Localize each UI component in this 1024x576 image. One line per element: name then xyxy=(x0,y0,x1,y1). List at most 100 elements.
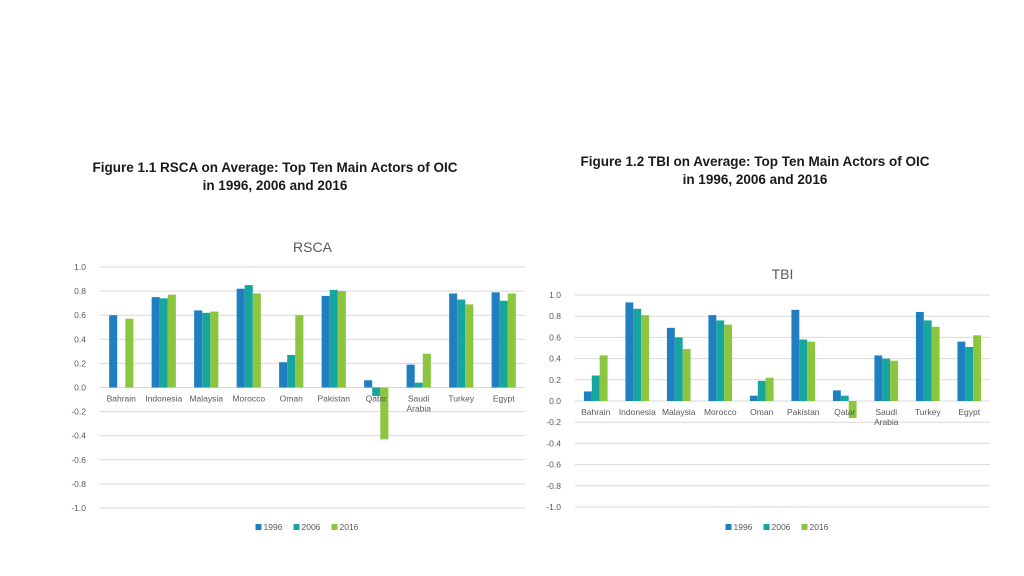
rsca-category-label: Pakistan xyxy=(317,394,350,404)
rsca-y-tick-label: 0.6 xyxy=(74,310,86,320)
tbi-bar-2006 xyxy=(591,375,600,401)
tbi-category-label: Turkey xyxy=(915,407,941,417)
rsca-bar-1996 xyxy=(194,310,203,388)
rsca-bar-1996 xyxy=(449,293,458,388)
rsca-chart-title: RSCA xyxy=(293,239,333,255)
tbi-chart: TBI 1.0 0.8 0.6 0.4 0.2 0.0 -0.2 -0.4 -0.6 -0.8 -1.… xyxy=(546,266,990,532)
tbi-bar-2016 xyxy=(848,401,857,418)
rsca-legend-swatch-2006 xyxy=(293,524,300,530)
tbi-y-tick-label: 0.0 xyxy=(549,396,561,406)
tbi-bar-1996 xyxy=(708,315,717,401)
rsca-bar-2006 xyxy=(244,285,253,388)
rsca-y-tick-label: 1.0 xyxy=(74,262,86,272)
tbi-bar-1996 xyxy=(625,302,634,401)
rsca-legend-label-2006: 2006 xyxy=(302,522,321,532)
tbi-bar-1996 xyxy=(915,311,924,401)
tbi-category-label: Pakistan xyxy=(787,407,820,417)
rsca-chart: RSCA 1.0 0.8 0.6 0.4 0.2 0.0 -0.2 -0.4 -0.6 -0.8 -1… xyxy=(71,239,525,532)
tbi-bar-2016 xyxy=(765,377,774,401)
rsca-bar-2006 xyxy=(202,312,211,388)
rsca-y-tick-label: 0.2 xyxy=(74,358,86,368)
tbi-bar-2016 xyxy=(599,355,608,401)
tbi-bar-2006 xyxy=(923,320,932,401)
rsca-category-label: Bahrain xyxy=(107,394,137,404)
tbi-bar-1996 xyxy=(957,341,966,401)
tbi-category-label: Oman xyxy=(750,407,773,417)
rsca-category-label: Egypt xyxy=(493,394,515,404)
rsca-legend-swatch-1996 xyxy=(255,524,262,530)
rsca-category-label: Morocco xyxy=(232,394,265,404)
tbi-bar-2016 xyxy=(682,349,691,401)
rsca-bar-1996 xyxy=(491,292,500,388)
rsca-bar-2006 xyxy=(329,289,338,388)
figure-1-1-title: Figure 1.1 RSCA on Average: Top Ten Main… xyxy=(60,159,490,195)
rsca-bar-2016 xyxy=(295,315,304,388)
rsca-category-label: Indonesia xyxy=(145,394,182,404)
tbi-bar-2016 xyxy=(724,324,733,401)
tbi-bar-1996 xyxy=(832,390,841,401)
rsca-y-tick-label: 0.0 xyxy=(74,383,86,393)
rsca-bar-2016 xyxy=(380,387,389,440)
rsca-category-label: Arabia xyxy=(406,404,431,414)
tbi-bar-2006 xyxy=(674,337,683,401)
figure-1-1-title-line2: in 1996, 2006 and 2016 xyxy=(202,178,348,193)
tbi-legend-label-2016: 2016 xyxy=(810,522,829,532)
rsca-category-label: Qatar xyxy=(366,394,387,404)
rsca-bar-2006 xyxy=(414,382,423,388)
tbi-y-tick-label: -0.8 xyxy=(546,481,561,491)
rsca-legend-label-2016: 2016 xyxy=(340,522,359,532)
tbi-bar-2006 xyxy=(716,320,725,401)
rsca-y-tick-label: -1.0 xyxy=(71,503,86,513)
tbi-y-tick-label: 0.2 xyxy=(549,375,561,385)
rsca-bar-1996 xyxy=(279,362,288,388)
rsca-y-tick-label: -0.2 xyxy=(71,407,86,417)
rsca-bar-2016 xyxy=(252,293,261,388)
rsca-bar-1996 xyxy=(406,364,415,388)
rsca-bar-1996 xyxy=(236,288,245,388)
tbi-bar-2006 xyxy=(882,358,891,401)
figure-1-2-title-line2: in 1996, 2006 and 2016 xyxy=(682,172,828,187)
tbi-category-label: Morocco xyxy=(704,407,737,417)
rsca-bar-2016 xyxy=(465,304,474,388)
tbi-category-label: Malaysia xyxy=(662,407,696,417)
tbi-bar-2016 xyxy=(807,341,816,401)
tbi-y-tick-label: 1.0 xyxy=(549,290,561,300)
rsca-bar-2016 xyxy=(125,318,134,388)
tbi-legend-swatch-2006 xyxy=(763,524,770,530)
tbi-chart-title: TBI xyxy=(772,266,794,282)
rsca-bar-2006 xyxy=(159,298,168,388)
rsca-bar-2006 xyxy=(372,387,381,396)
tbi-bar-1996 xyxy=(874,355,883,401)
tbi-bar-2006 xyxy=(757,380,766,401)
rsca-bar-2016 xyxy=(422,353,431,388)
tbi-legend-swatch-1996 xyxy=(725,524,732,530)
rsca-y-tick-label: -0.8 xyxy=(71,479,86,489)
tbi-bar-2006 xyxy=(799,339,808,401)
tbi-bar-2006 xyxy=(840,395,849,401)
tbi-bar-2016 xyxy=(641,315,650,401)
rsca-y-tick-label: -0.6 xyxy=(71,455,86,465)
tbi-bar-1996 xyxy=(791,309,800,401)
tbi-y-tick-label: -0.6 xyxy=(546,460,561,470)
rsca-category-label: Turkey xyxy=(448,394,474,404)
tbi-legend-swatch-2016 xyxy=(801,524,808,530)
figure-1-1-title-line1: Figure 1.1 RSCA on Average: Top Ten Main… xyxy=(92,160,458,175)
rsca-legend-swatch-2016 xyxy=(331,524,338,530)
tbi-category-label: Qatar xyxy=(834,407,855,417)
rsca-category-label: Malaysia xyxy=(189,394,223,404)
rsca-legend-label-1996: 1996 xyxy=(264,522,283,532)
tbi-y-tick-label: -0.2 xyxy=(546,417,561,427)
rsca-bar-2006 xyxy=(287,354,296,388)
rsca-bar-1996 xyxy=(109,315,118,388)
tbi-bar-2016 xyxy=(931,326,940,401)
tbi-category-label: Indonesia xyxy=(619,407,656,417)
rsca-y-tick-label: -0.4 xyxy=(71,431,86,441)
rsca-category-label: Oman xyxy=(280,394,303,404)
tbi-bar-2006 xyxy=(633,308,642,401)
tbi-y-tick-label: -0.4 xyxy=(546,438,561,448)
tbi-category-label: Bahrain xyxy=(581,407,611,417)
rsca-bar-1996 xyxy=(364,380,373,388)
tbi-y-tick-label: -1.0 xyxy=(546,502,561,512)
tbi-bar-2016 xyxy=(973,335,982,401)
